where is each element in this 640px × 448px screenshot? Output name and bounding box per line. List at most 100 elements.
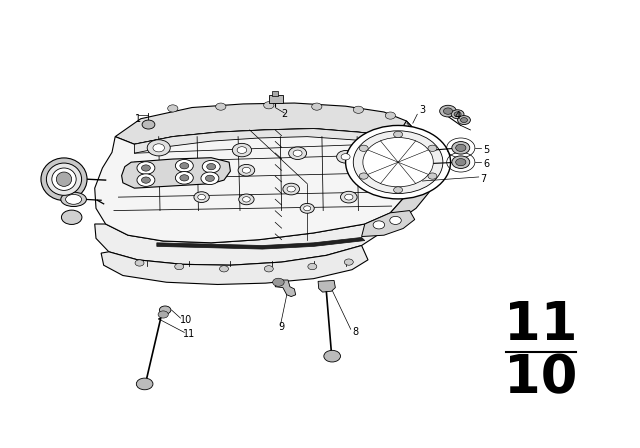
Circle shape [283, 183, 300, 195]
Circle shape [385, 112, 396, 119]
Circle shape [137, 174, 155, 186]
Circle shape [232, 143, 252, 157]
Circle shape [201, 172, 219, 185]
Circle shape [147, 140, 170, 156]
Circle shape [363, 138, 433, 187]
Ellipse shape [46, 163, 82, 195]
Polygon shape [157, 237, 365, 249]
Text: 7: 7 [480, 174, 486, 184]
Text: 6: 6 [483, 159, 490, 168]
Circle shape [440, 105, 456, 117]
Text: 11: 11 [504, 299, 577, 351]
Ellipse shape [66, 194, 82, 204]
Circle shape [428, 173, 437, 179]
Circle shape [289, 147, 307, 159]
Circle shape [428, 145, 437, 151]
Polygon shape [115, 103, 413, 144]
Text: 4: 4 [454, 112, 461, 121]
Circle shape [273, 278, 284, 286]
Circle shape [168, 105, 178, 112]
FancyBboxPatch shape [272, 91, 278, 96]
Circle shape [394, 187, 403, 193]
Circle shape [461, 117, 467, 122]
Circle shape [180, 175, 189, 181]
Text: 3: 3 [419, 105, 426, 115]
Polygon shape [95, 129, 413, 243]
Circle shape [141, 177, 150, 183]
Polygon shape [134, 129, 397, 153]
Circle shape [287, 186, 296, 192]
Circle shape [194, 192, 209, 202]
Circle shape [158, 311, 168, 318]
Circle shape [340, 191, 357, 203]
Text: 11: 11 [182, 329, 195, 339]
Circle shape [137, 162, 155, 174]
Circle shape [312, 103, 322, 110]
Circle shape [220, 266, 228, 272]
Circle shape [238, 164, 255, 176]
Circle shape [444, 108, 452, 114]
Circle shape [308, 263, 317, 270]
Circle shape [373, 221, 385, 229]
Circle shape [456, 159, 466, 166]
Circle shape [394, 131, 403, 138]
Circle shape [264, 102, 274, 109]
FancyBboxPatch shape [269, 95, 283, 103]
Circle shape [353, 106, 364, 113]
Circle shape [452, 156, 470, 168]
Polygon shape [362, 211, 415, 237]
Circle shape [61, 210, 82, 224]
Circle shape [264, 266, 273, 272]
Text: 2: 2 [282, 109, 288, 119]
Polygon shape [390, 121, 435, 220]
Circle shape [180, 163, 189, 169]
Circle shape [237, 146, 247, 153]
Circle shape [324, 350, 340, 362]
Circle shape [243, 197, 250, 202]
Circle shape [135, 260, 144, 266]
Circle shape [205, 175, 214, 181]
Circle shape [159, 306, 171, 314]
Circle shape [454, 112, 461, 116]
Circle shape [136, 378, 153, 390]
Circle shape [243, 167, 251, 173]
Circle shape [341, 154, 350, 160]
Ellipse shape [52, 168, 76, 190]
Text: 1: 1 [134, 114, 141, 124]
Polygon shape [122, 158, 230, 188]
Circle shape [346, 125, 451, 199]
Circle shape [359, 145, 368, 151]
Circle shape [293, 150, 302, 156]
Ellipse shape [61, 192, 86, 207]
Circle shape [198, 194, 205, 200]
Text: 8: 8 [352, 327, 358, 336]
Circle shape [337, 151, 355, 163]
Circle shape [175, 263, 184, 270]
Text: 10: 10 [504, 353, 577, 405]
Polygon shape [275, 280, 296, 297]
Circle shape [300, 203, 314, 213]
Circle shape [452, 142, 470, 154]
Circle shape [304, 206, 311, 211]
Polygon shape [318, 280, 335, 292]
Circle shape [344, 259, 353, 265]
Ellipse shape [41, 158, 87, 201]
Circle shape [175, 172, 193, 184]
Circle shape [175, 159, 193, 172]
Circle shape [239, 194, 254, 205]
Circle shape [202, 160, 220, 173]
Circle shape [458, 116, 470, 125]
Circle shape [456, 144, 466, 151]
Ellipse shape [56, 172, 72, 186]
Circle shape [390, 216, 401, 224]
Circle shape [344, 194, 353, 200]
Polygon shape [95, 213, 390, 265]
Circle shape [216, 103, 226, 110]
Circle shape [359, 173, 368, 179]
Circle shape [153, 144, 164, 152]
Polygon shape [101, 246, 368, 284]
Text: 10: 10 [179, 315, 192, 325]
Circle shape [141, 165, 150, 171]
Circle shape [142, 120, 155, 129]
Circle shape [451, 110, 464, 119]
